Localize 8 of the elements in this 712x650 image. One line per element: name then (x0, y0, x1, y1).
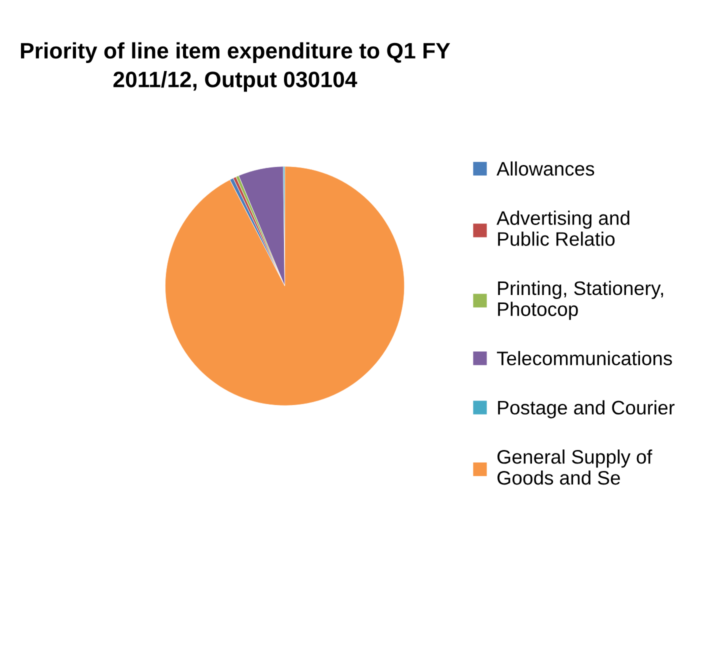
legend-label: Printing, Stationery, Photocop (498, 280, 664, 320)
legend-label: Allowances (496, 161, 594, 176)
chart-title: Priority of line item expenditure to Q1 FY 2011/12, Output 030104 (20, 42, 450, 92)
legend-label: Advertising and Public Relatio (496, 210, 630, 246)
legend-label: General Supply of Goods and Se (497, 450, 652, 485)
pie-slice (164, 166, 405, 406)
legend-label: Postage and Courier (498, 400, 675, 418)
legend-label: Telecommunications (496, 351, 672, 366)
